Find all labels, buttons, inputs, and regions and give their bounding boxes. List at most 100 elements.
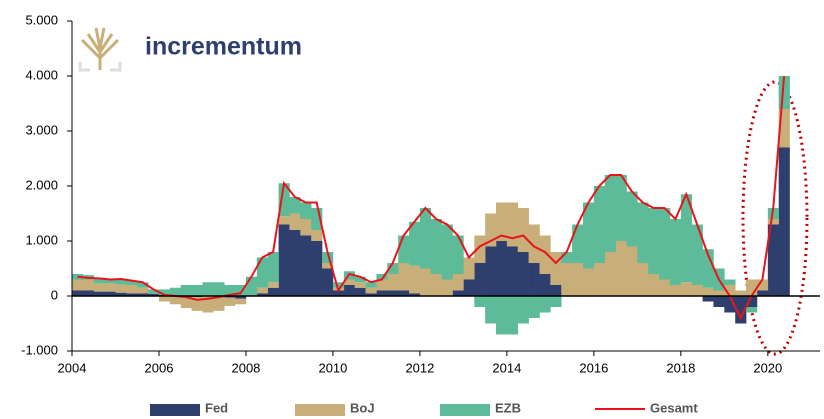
- x-tick-label: 2018: [666, 360, 695, 375]
- bar-segment: [539, 235, 551, 274]
- highlight-ellipse: [741, 80, 809, 356]
- bar-segment: [104, 291, 116, 296]
- bar-segment: [637, 202, 649, 263]
- bar-segment: [615, 175, 627, 241]
- bar-segment: [409, 293, 421, 296]
- bar-segment: [561, 263, 573, 296]
- bar-segment: [561, 252, 573, 263]
- bar-segment: [746, 279, 758, 296]
- bar-segment: [376, 290, 388, 296]
- bar-segment: [322, 252, 334, 263]
- bar-segment: [93, 283, 105, 292]
- x-tick-label: 2016: [579, 360, 608, 375]
- bar-segment: [256, 257, 268, 288]
- logo-text: incrementum: [145, 33, 302, 61]
- bar-segment: [680, 194, 693, 283]
- bar-segment: [485, 246, 497, 296]
- bar-segment: [528, 296, 540, 318]
- bar-segment: [474, 296, 486, 307]
- x-tick-label: 2008: [231, 360, 260, 375]
- bar-segment: [158, 296, 171, 302]
- bar-segment: [659, 279, 671, 296]
- x-tick-label: 2014: [492, 360, 521, 375]
- bar-segment: [517, 296, 529, 324]
- bar-segment: [452, 290, 464, 296]
- bar-segment: [637, 263, 649, 296]
- bar-segment: [713, 290, 725, 296]
- bar-segment: [746, 307, 758, 313]
- bar-segment: [213, 297, 225, 311]
- bar-segment: [300, 202, 312, 219]
- bars: [72, 76, 790, 335]
- bar-segment: [158, 289, 171, 295]
- bar-segment: [311, 241, 323, 296]
- x-tick-label: 2012: [405, 360, 434, 375]
- legend-label: Fed: [205, 400, 228, 415]
- bar-segment: [550, 252, 562, 285]
- bar-segment: [669, 219, 682, 285]
- bar-segment: [311, 230, 323, 241]
- y-tick-label: -1.000: [21, 342, 58, 357]
- bar-segment: [104, 278, 116, 284]
- bar-segment: [419, 268, 432, 296]
- bar-segment: [409, 265, 421, 294]
- bar-segment: [82, 279, 95, 291]
- bar-segment: [452, 274, 464, 291]
- bar-segment: [213, 282, 225, 296]
- bar-segment: [398, 263, 410, 291]
- bar-segment: [267, 282, 279, 288]
- bar-segment: [474, 235, 486, 263]
- bar-segment: [778, 147, 790, 296]
- bar-segment: [289, 197, 301, 214]
- bar-segment: [137, 293, 149, 296]
- bar-segment: [137, 282, 149, 288]
- bar-segment: [746, 296, 758, 307]
- bar-segment: [582, 268, 595, 296]
- bar-segment: [180, 285, 192, 296]
- bar-segment: [365, 282, 377, 288]
- bar-segment: [452, 235, 464, 274]
- bar-segment: [278, 224, 290, 296]
- bar-segment: [322, 263, 334, 269]
- bar-segment: [311, 208, 323, 230]
- legend-swatch: [440, 404, 490, 416]
- bar-segment: [245, 276, 258, 296]
- bar-segment: [278, 183, 290, 217]
- bar-segment: [626, 246, 638, 296]
- bar-segment: [202, 282, 214, 296]
- bar-segment: [387, 290, 399, 296]
- bar-segment: [702, 249, 714, 288]
- bar-segment: [224, 285, 236, 296]
- bar-segment: [528, 224, 540, 263]
- bar-segment: [572, 263, 584, 296]
- bar-segment: [300, 219, 312, 236]
- bar-segment: [322, 268, 334, 296]
- bar-segment: [115, 292, 127, 296]
- y-tick-label: 0: [51, 287, 58, 302]
- bar-segment: [354, 282, 366, 288]
- bar-segment: [648, 274, 660, 296]
- bar-segment: [235, 296, 247, 299]
- bar-segment: [517, 252, 529, 296]
- bar-segment: [191, 285, 203, 296]
- bar-segment: [256, 293, 268, 296]
- bar-segment: [713, 296, 725, 307]
- bar-segment: [224, 297, 236, 306]
- legend-label: Gesamt: [650, 400, 698, 415]
- bar-segment: [72, 279, 84, 291]
- bar-segment: [343, 279, 355, 285]
- bar-segment: [724, 296, 736, 313]
- y-tick-label: 4.000: [25, 67, 58, 82]
- bar-segment: [691, 224, 703, 285]
- x-tick-label: 2020: [753, 360, 782, 375]
- bar-segment: [104, 283, 116, 292]
- bar-segment: [615, 241, 627, 296]
- bar-segment: [267, 287, 279, 296]
- bar-segment: [669, 285, 682, 296]
- bar-segment: [756, 290, 769, 296]
- bar-segment: [593, 186, 606, 263]
- bar-segment: [115, 284, 127, 293]
- bar-segment: [582, 202, 595, 269]
- logo-icon: [78, 27, 122, 72]
- bar-segment: [604, 175, 616, 252]
